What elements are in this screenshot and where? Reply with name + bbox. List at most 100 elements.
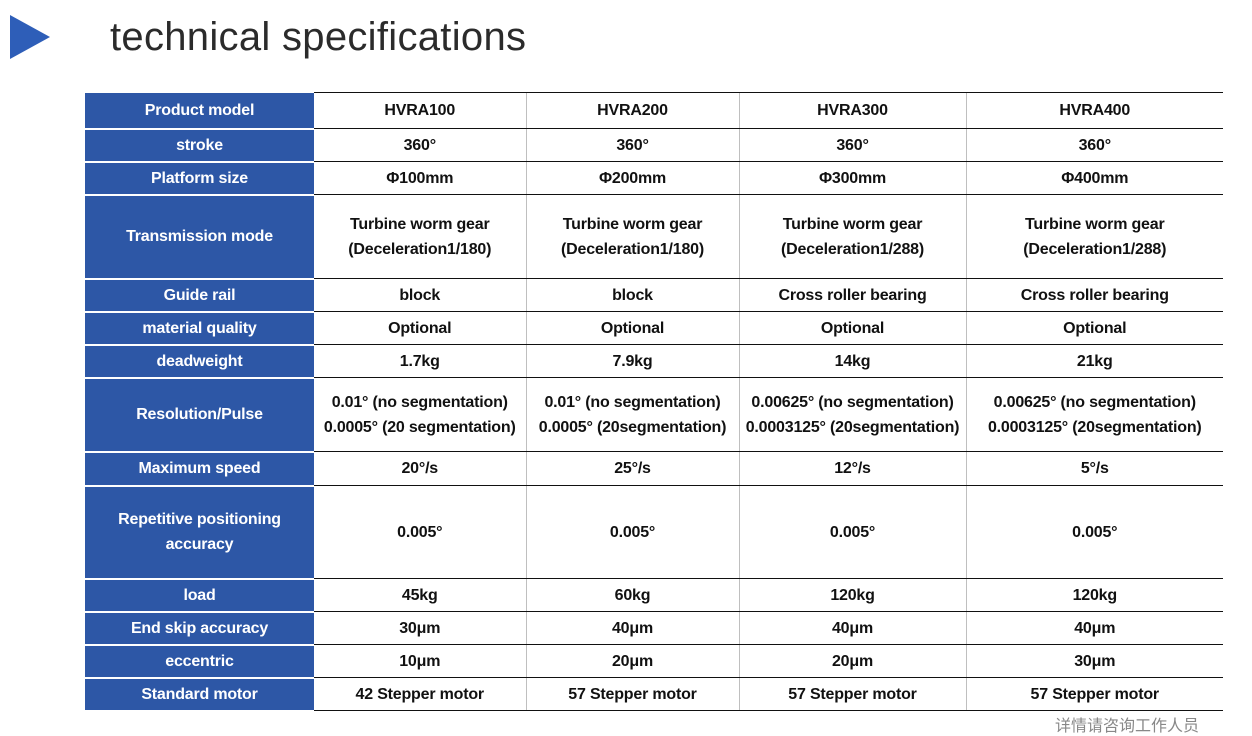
- spec-cell-text: 120kg: [1072, 586, 1118, 604]
- row-label: Product model: [85, 92, 314, 130]
- spec-cell-text: 45kg: [401, 586, 438, 604]
- spec-cell: HVRA400: [965, 92, 1223, 129]
- spec-cell-text: Optional: [820, 319, 885, 337]
- spec-cell-text: 57 Stepper motor: [788, 685, 917, 703]
- table-row: eccentric 10μm 20μm 20μm 30μm: [85, 644, 1223, 679]
- spec-cell: 5°/s: [965, 451, 1223, 486]
- spec-cell-text: block: [399, 286, 441, 304]
- spec-cell: 40μm: [965, 611, 1223, 645]
- table-row: load 45kg 60kg 120kg 120kg: [85, 578, 1223, 613]
- title-arrow-icon: [10, 15, 50, 59]
- spec-cell-text: 30μm: [399, 619, 441, 637]
- spec-cell: 0.00625° (no segmentation) 0.0003125° (20…: [738, 377, 966, 452]
- spec-cell-text: 14kg: [834, 352, 871, 370]
- spec-cell-text: 20μm: [611, 652, 653, 670]
- spec-cell-text: 40μm: [1074, 619, 1116, 637]
- spec-cell: Φ300mm: [738, 161, 966, 195]
- spec-cell: HVRA100: [314, 92, 526, 129]
- spec-cell-text: 21kg: [1076, 352, 1113, 370]
- spec-cell-text: 42 Stepper motor: [355, 685, 485, 703]
- spec-cell-text: 25°/s: [614, 460, 651, 477]
- spec-cell-text: 0.005°: [1072, 523, 1118, 541]
- spec-cell: block: [314, 278, 526, 312]
- table-row: deadweight 1.7kg 7.9kg 14kg 21kg: [85, 344, 1223, 379]
- spec-cell-text: 0.00625° (no segmentation): [993, 393, 1196, 411]
- row-label: Maximum speed: [85, 451, 314, 487]
- spec-cell: 57 Stepper motor: [738, 677, 966, 711]
- spec-cell-text: HVRA200: [597, 102, 668, 119]
- spec-cell-text: 1.7kg: [399, 352, 440, 370]
- row-label: End skip accuracy: [85, 611, 314, 646]
- spec-cell: Turbine worm gear (Deceleration1/180): [525, 194, 739, 279]
- table-row: Maximum speed 20°/s 25°/s 12°/s 5°/s: [85, 451, 1223, 487]
- spec-cell: 45kg: [314, 578, 526, 612]
- spec-cell-text: Cross roller bearing: [778, 286, 927, 304]
- row-label: Transmission mode: [85, 194, 314, 280]
- spec-cell-text: 0.00625° (no segmentation): [751, 393, 954, 411]
- spec-cell-text: 0.01° (no segmentation): [544, 393, 721, 411]
- spec-cell: 0.005°: [525, 485, 739, 579]
- spec-cell-text: 0.0003125° (20segmentation): [987, 418, 1202, 436]
- spec-cell-text: 0.005°: [397, 523, 443, 541]
- spec-cell: 0.00625° (no segmentation) 0.0003125° (20…: [965, 377, 1223, 452]
- spec-cell: 20μm: [525, 644, 739, 678]
- spec-cell: block: [525, 278, 739, 312]
- footer-note: 详情请咨询工作人员: [1055, 718, 1200, 735]
- spec-cell: HVRA200: [525, 92, 739, 129]
- spec-cell: Optional: [965, 311, 1223, 345]
- row-label: Standard motor: [85, 677, 314, 712]
- table-row: Repetitive positioning accuracy 0.005° 0.0…: [85, 485, 1223, 580]
- spec-cell-text: 360°: [1078, 136, 1111, 154]
- spec-cell: 120kg: [965, 578, 1223, 612]
- spec-cell-text: 7.9kg: [612, 352, 653, 370]
- row-label: material quality: [85, 311, 314, 346]
- spec-cell: 0.005°: [314, 485, 526, 579]
- spec-cell-text: 12°/s: [834, 460, 871, 477]
- spec-cell: Turbine worm gear (Deceleration1/288): [965, 194, 1223, 279]
- spec-cell-text: HVRA300: [817, 102, 888, 119]
- spec-cell: 120kg: [738, 578, 966, 612]
- spec-cell: 40μm: [738, 611, 966, 645]
- spec-cell-text: Φ300mm: [818, 169, 887, 187]
- spec-cell-text: 0.01° (no segmentation): [331, 393, 508, 411]
- spec-cell-text: Optional: [1063, 319, 1127, 337]
- spec-cell: Φ400mm: [965, 161, 1223, 195]
- spec-cell: 57 Stepper motor: [525, 677, 739, 711]
- spec-cell-text: 0.0005° (20 segmentation): [323, 418, 516, 436]
- spec-cell-text: 0.005°: [609, 523, 656, 541]
- spec-cell: 30μm: [965, 644, 1223, 678]
- spec-cell: 30μm: [314, 611, 526, 645]
- table-row: material quality Optional Optional Optional…: [85, 311, 1223, 346]
- spec-cell-text: 20°/s: [401, 460, 439, 477]
- spec-cell: 20μm: [738, 644, 966, 678]
- table-row: Transmission mode Turbine worm gear (Decel…: [85, 194, 1223, 280]
- spec-cell-text: Φ200mm: [598, 169, 667, 187]
- spec-cell: Φ100mm: [314, 161, 526, 195]
- spec-cell: 57 Stepper motor: [965, 677, 1223, 711]
- spec-cell-text: 360°: [403, 136, 436, 154]
- row-label: Guide rail: [85, 278, 314, 313]
- spec-cell: 0.005°: [738, 485, 966, 579]
- spec-cell-text: 40μm: [831, 619, 873, 637]
- table-row: Guide rail block block Cross roller bearing…: [85, 278, 1223, 313]
- page-title: technical specifications: [110, 15, 527, 59]
- spec-cell: Optional: [525, 311, 739, 345]
- spec-cell-text: HVRA100: [384, 102, 456, 119]
- spec-cell-text: (Deceleration1/180): [561, 240, 704, 258]
- spec-cell-text: 30μm: [1074, 652, 1116, 670]
- spec-cell-text: 57 Stepper motor: [568, 685, 697, 703]
- spec-cell-text: 0.0005° (20segmentation): [538, 418, 727, 436]
- spec-cell: Turbine worm gear (Deceleration1/180): [314, 194, 526, 279]
- spec-cell-text: Turbine worm gear: [350, 215, 490, 233]
- row-label: Repetitive positioning accuracy: [85, 485, 314, 580]
- row-label: eccentric: [85, 644, 314, 679]
- spec-cell-text: 40μm: [611, 619, 653, 637]
- spec-cell: Optional: [314, 311, 526, 345]
- table-row: Resolution/Pulse 0.01° (no segmentation) 0…: [85, 377, 1223, 453]
- spec-cell-text: Φ400mm: [1061, 169, 1129, 187]
- spec-cell: 360°: [314, 128, 526, 162]
- spec-cell-text: 0.005°: [829, 523, 876, 541]
- spec-cell-text: 20μm: [831, 652, 873, 670]
- spec-cell: 0.01° (no segmentation) 0.0005° (20segmen…: [525, 377, 739, 452]
- spec-cell: 360°: [738, 128, 966, 162]
